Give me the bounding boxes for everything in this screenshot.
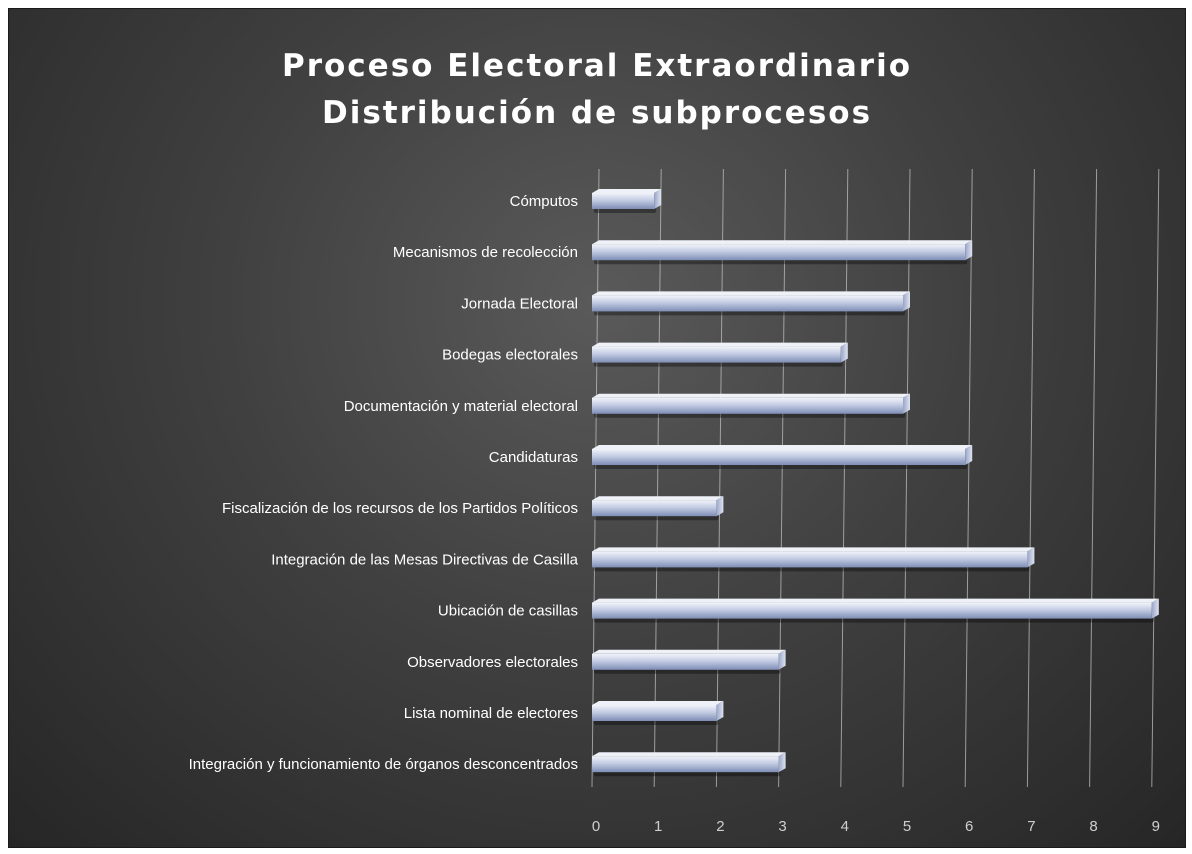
bar <box>592 598 1159 623</box>
category-label: Candidaturas <box>489 449 578 466</box>
category-label: Bodegas electorales <box>442 347 578 364</box>
bar <box>592 701 724 725</box>
gridline <box>653 168 662 788</box>
category-label: Jornada Electoral <box>461 295 578 312</box>
bar <box>592 547 1035 572</box>
bar <box>592 752 786 777</box>
x-tick-label: 3 <box>778 818 786 835</box>
gridline <box>902 168 911 788</box>
bar <box>592 649 786 674</box>
category-label: Ubicación de casillas <box>438 603 578 620</box>
gridline <box>715 168 724 788</box>
gridline <box>840 168 849 788</box>
bar <box>592 189 662 213</box>
x-tick-label: 6 <box>965 818 973 835</box>
chart-title: Proceso Electoral Extraordinario Distrib… <box>9 43 1185 137</box>
category-label: Lista nominal de electores <box>404 705 578 722</box>
x-axis-ticks: 0 1 2 3 4 5 6 7 8 9 <box>592 818 1160 835</box>
x-tick-label: 5 <box>903 818 911 835</box>
bar-layer <box>592 189 1159 777</box>
bar <box>592 342 848 367</box>
bar <box>592 496 724 521</box>
bar-chart: Cómputos Mecanismos de recolección Jornada… <box>189 168 1160 835</box>
bar <box>592 291 910 316</box>
category-label: Cómputos <box>510 193 578 210</box>
category-labels: Cómputos Mecanismos de recolección Jornada… <box>189 193 579 773</box>
chart-area: Proceso Electoral Extraordinario Distrib… <box>8 8 1186 848</box>
x-tick-label: 1 <box>654 818 662 835</box>
gridline <box>591 168 600 788</box>
category-label: Integración de las Mesas Directivas de C… <box>271 551 578 568</box>
category-label: Documentación y material electoral <box>344 398 578 415</box>
x-tick-label: 0 <box>592 818 600 835</box>
x-tick-label: 7 <box>1027 818 1035 835</box>
x-tick-label: 8 <box>1089 818 1097 835</box>
x-tick-label: 4 <box>841 818 849 835</box>
category-label: Mecanismos de recolección <box>393 244 578 261</box>
bar <box>592 445 973 469</box>
category-label: Integración y funcionamiento de órganos … <box>189 756 578 773</box>
bar <box>592 393 910 418</box>
chart-title-line-1: Proceso Electoral Extraordinario <box>282 48 912 84</box>
gridline <box>964 168 973 788</box>
category-label: Observadores electorales <box>407 654 578 671</box>
gridline <box>1026 168 1035 788</box>
gridline <box>1089 168 1098 788</box>
x-tick-label: 9 <box>1152 818 1160 835</box>
category-label: Fiscalización de los recursos de los Par… <box>222 500 578 517</box>
grid-layer <box>591 168 1160 788</box>
gridline <box>778 168 787 788</box>
gridline <box>1151 168 1160 788</box>
chart-subtitle: Distribución de subprocesos <box>321 95 873 131</box>
x-tick-label: 2 <box>716 818 724 835</box>
bar <box>592 240 973 265</box>
